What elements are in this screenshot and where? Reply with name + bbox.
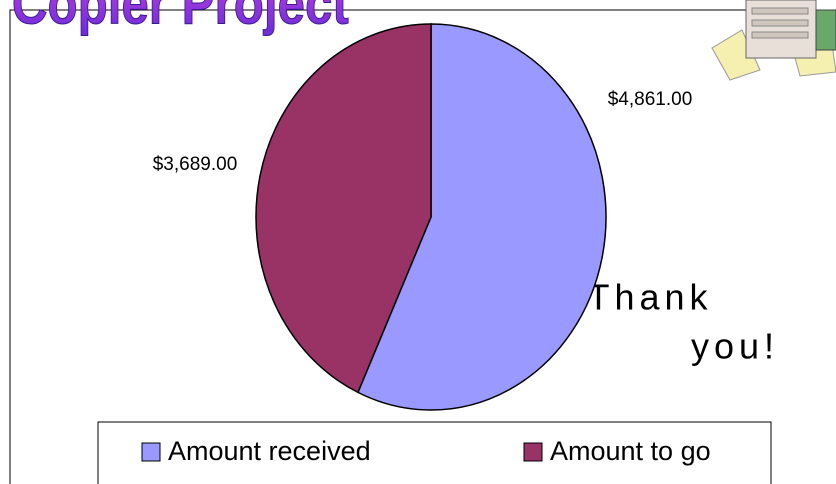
annotation: you! [691, 326, 779, 367]
data-label: $3,689.00 [153, 154, 238, 175]
legend-swatch [524, 443, 542, 461]
annotation: Thank [587, 277, 712, 318]
legend-label: Amount received [168, 436, 371, 466]
chart-title: Copier Project [12, 0, 349, 36]
data-label: $4,861.00 [608, 89, 693, 110]
page: {"chart_data": {"type": "pie", "title": … [0, 0, 836, 484]
chart: Copier Project Thank you! $4,861.00 $3,68… [0, 0, 836, 484]
legend-label: Amount to go [550, 436, 711, 466]
legend-swatch [142, 443, 160, 461]
